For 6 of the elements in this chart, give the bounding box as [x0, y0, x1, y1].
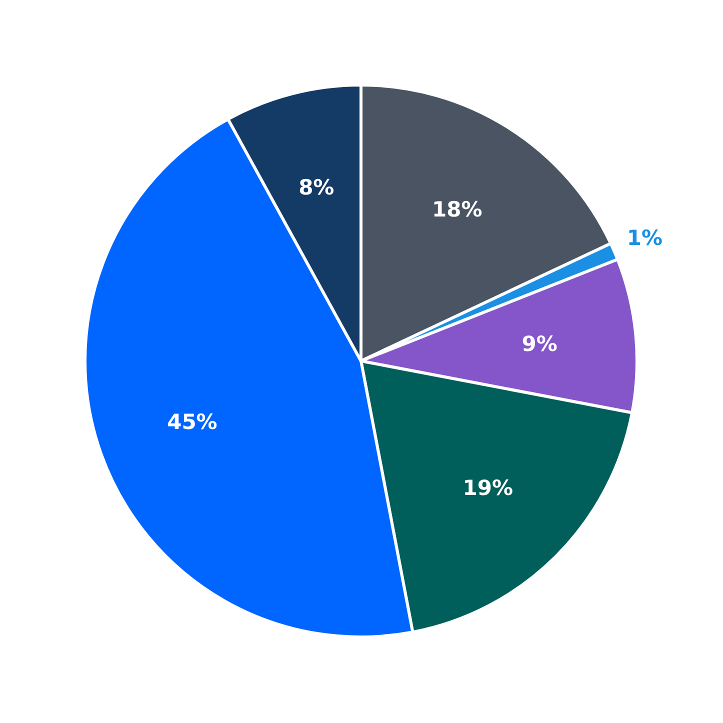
data-label: 8%: [298, 175, 334, 200]
data-label: 1%: [626, 226, 663, 250]
data-label: 9%: [522, 332, 558, 356]
data-label: 45%: [167, 410, 218, 434]
data-label: 18%: [432, 198, 482, 222]
data-label: 19%: [462, 476, 513, 500]
